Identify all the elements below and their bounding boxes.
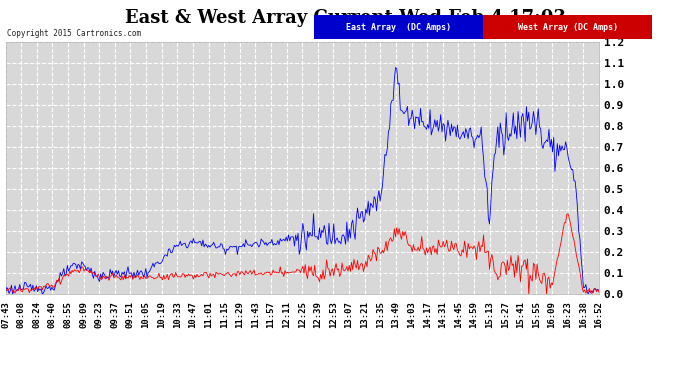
Text: East & West Array Current Wed Feb 4 17:03: East & West Array Current Wed Feb 4 17:0… xyxy=(125,9,565,27)
Text: East Array  (DC Amps): East Array (DC Amps) xyxy=(346,23,451,32)
Text: Copyright 2015 Cartronics.com: Copyright 2015 Cartronics.com xyxy=(7,29,141,38)
Text: West Array (DC Amps): West Array (DC Amps) xyxy=(518,23,618,32)
